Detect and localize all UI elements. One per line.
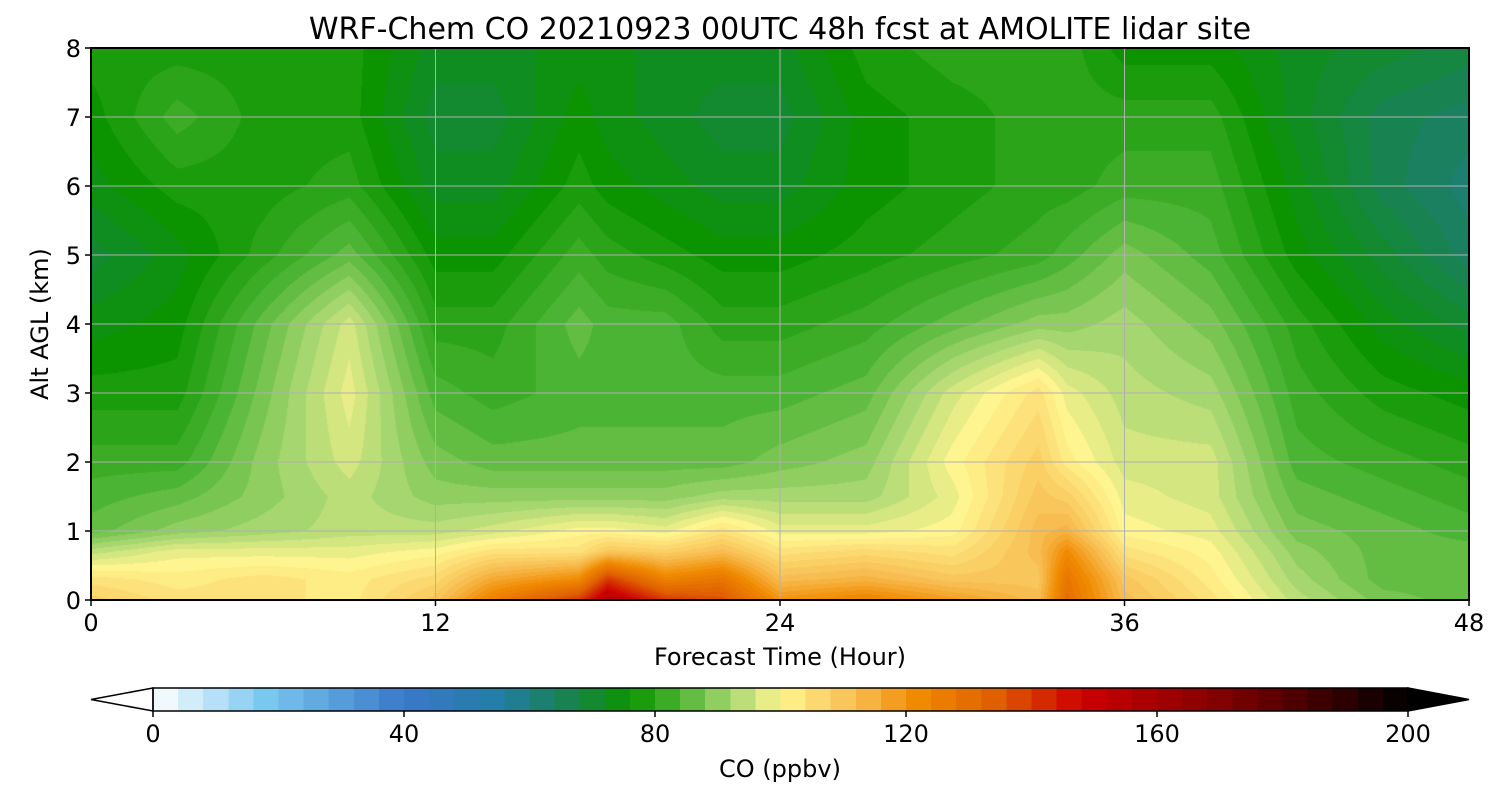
- x-tick-label: 12: [420, 609, 451, 637]
- y-tick-label: 0: [66, 587, 81, 615]
- y-axis-ticks: 0 1 2 3 4 5 6 7 8: [66, 35, 91, 615]
- colorbar-ticks: 0 40 80 120 160 200: [145, 711, 1431, 748]
- colorbar-tick-label: 80: [640, 720, 671, 748]
- y-tick-label: 6: [66, 173, 81, 201]
- colorbar-extend-high: [1407, 687, 1470, 712]
- x-tick-label: 0: [83, 609, 98, 637]
- x-tick-label: 24: [765, 609, 796, 637]
- y-tick-label: 7: [66, 104, 81, 132]
- colorbar-extend-low: [90, 687, 154, 712]
- plot-area: [90, 47, 1470, 601]
- y-tick-label: 3: [66, 380, 81, 408]
- y-tick-label: 2: [66, 449, 81, 477]
- colorbar-frame: [152, 687, 1409, 712]
- colorbar-tick-label: 120: [883, 720, 929, 748]
- colorbar-tick-label: 200: [1385, 720, 1431, 748]
- colorbar-gradient: [153, 688, 1408, 711]
- x-tick-label: 48: [1454, 609, 1485, 637]
- colorbar-label: CO (ppbv): [719, 755, 841, 783]
- y-tick-label: 5: [66, 242, 81, 270]
- y-tick-label: 8: [66, 35, 81, 63]
- colorbar-tick-label: 0: [145, 720, 160, 748]
- chart-title: WRF-Chem CO 20210923 00UTC 48h fcst at A…: [309, 12, 1251, 47]
- y-axis-label: Alt AGL (km): [26, 248, 54, 400]
- x-axis-label: Forecast Time (Hour): [654, 643, 906, 671]
- colorbar-tick-label: 160: [1134, 720, 1180, 748]
- x-tick-label: 36: [1109, 609, 1140, 637]
- y-tick-label: 1: [66, 518, 81, 546]
- x-axis-ticks: 0 12 24 36 48: [83, 600, 1484, 637]
- colorbar: 0 40 80 120 160 200 CO (ppbv): [90, 687, 1470, 783]
- colorbar-tick-label: 40: [389, 720, 420, 748]
- y-tick-label: 4: [66, 311, 81, 339]
